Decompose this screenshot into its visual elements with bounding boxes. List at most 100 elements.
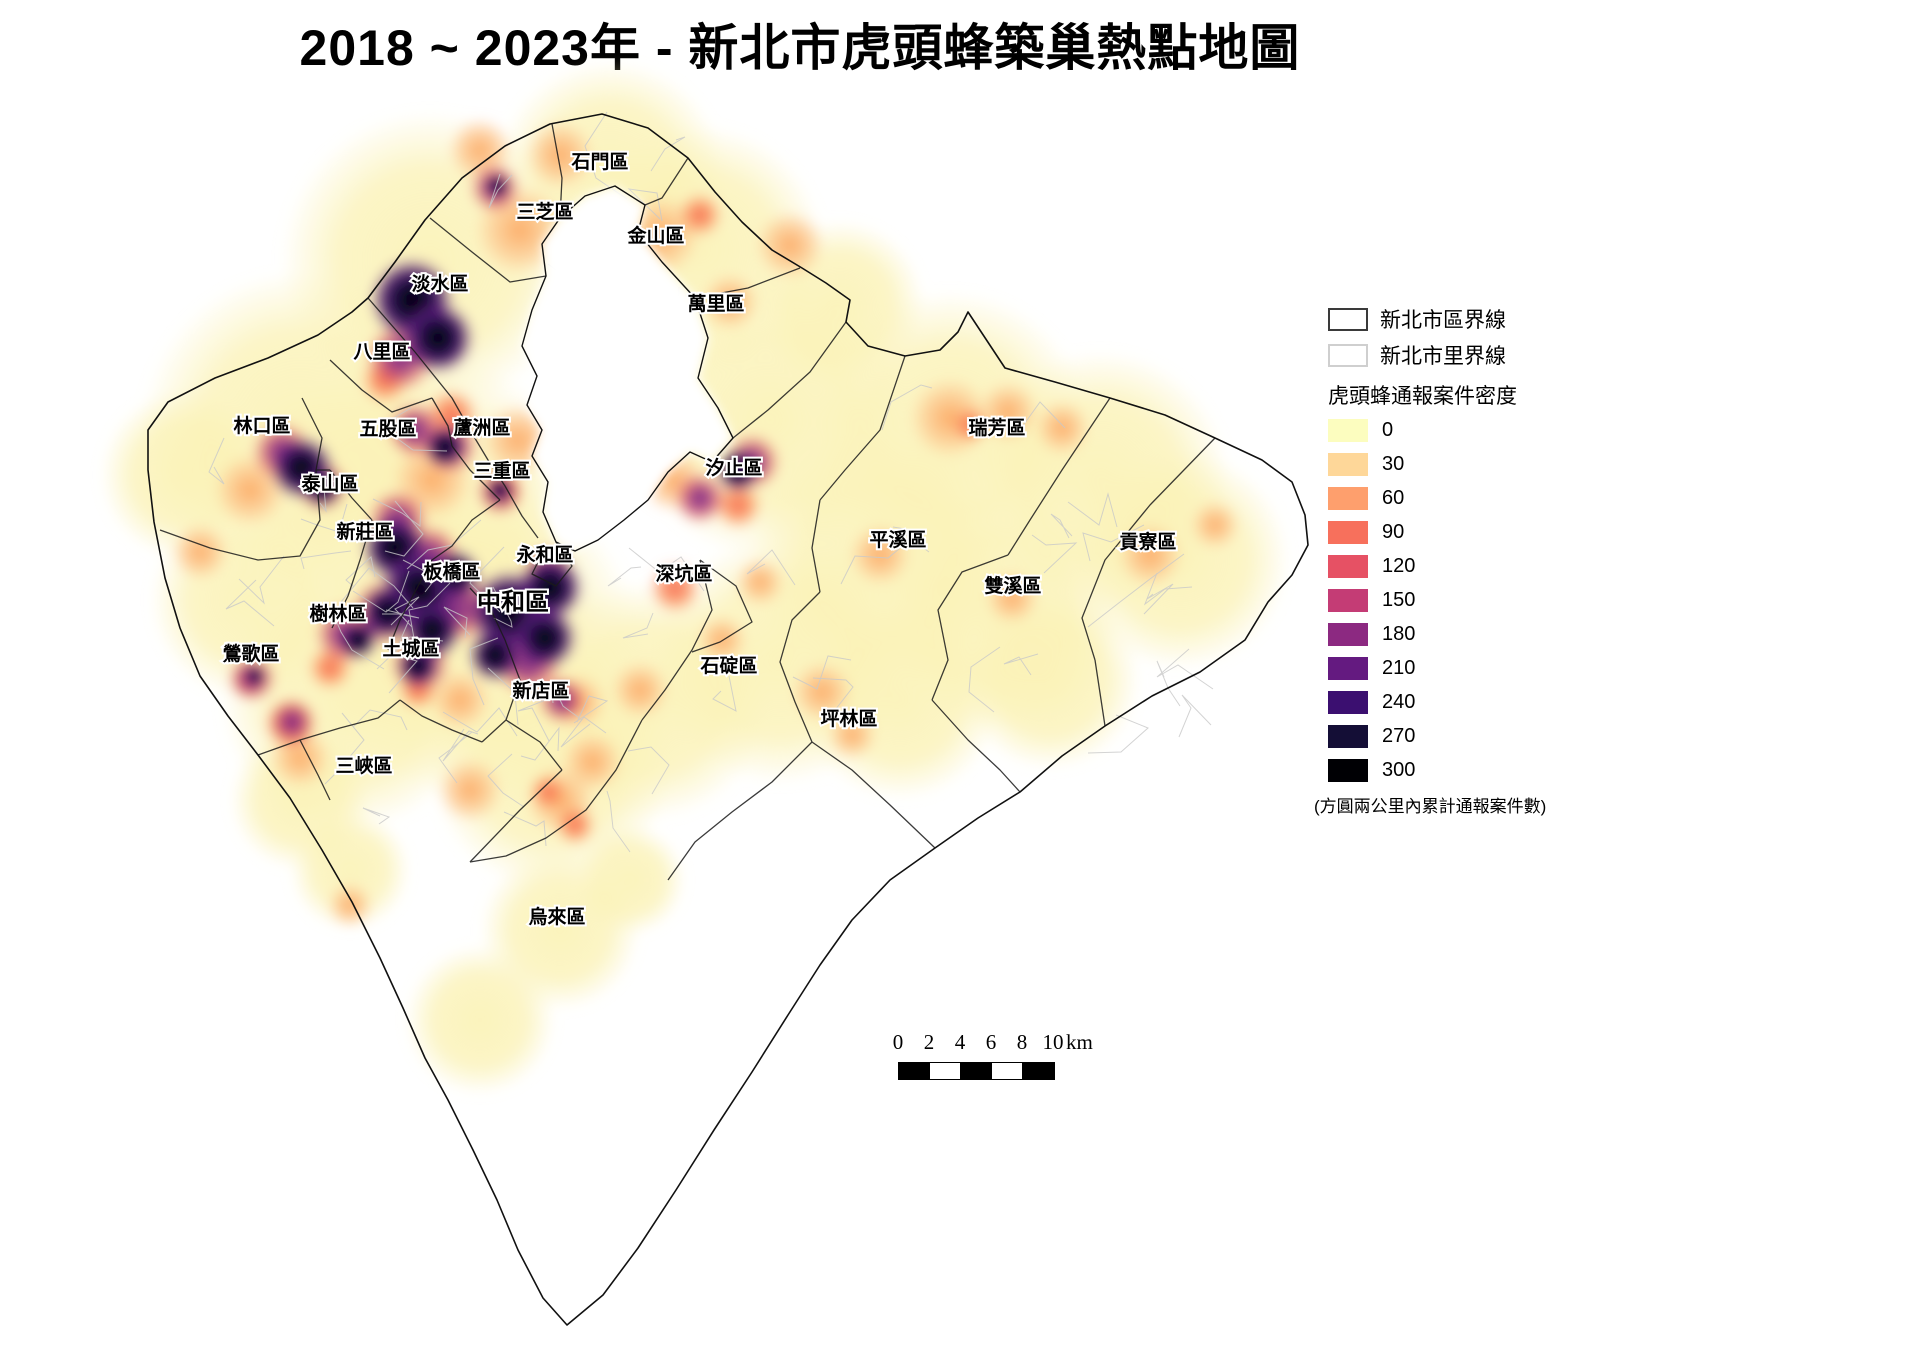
district-label-新店區: 新店區 xyxy=(512,679,569,702)
village-line xyxy=(1050,513,1073,539)
density-value: 240 xyxy=(1382,690,1416,713)
density-scale-row: 60 xyxy=(1328,486,1578,510)
scalebar-tick-10: 10 xyxy=(1042,1030,1064,1054)
heat-blob xyxy=(674,472,726,524)
village-line xyxy=(492,586,513,628)
scalebar-segment-1 xyxy=(930,1063,961,1079)
density-value: 270 xyxy=(1382,724,1416,747)
village-line xyxy=(712,675,737,712)
village-line xyxy=(1143,572,1193,606)
density-scale-row: 0 xyxy=(1328,418,1578,442)
heat-blob xyxy=(513,606,577,670)
district-label-泰山區: 泰山區 xyxy=(300,472,358,495)
village-boundary-lines xyxy=(208,111,1214,853)
heat-blob xyxy=(978,382,1038,442)
density-color-scale: 0 30 60 90 120 150 180 210 240 270 300 xyxy=(1328,418,1578,782)
heat-blob xyxy=(1191,501,1239,549)
heat-blob xyxy=(828,711,876,759)
heat-blob xyxy=(405,945,555,1095)
district-label-永和區: 永和區 xyxy=(515,543,573,566)
village-line xyxy=(606,790,631,853)
district-label-坪林區: 坪林區 xyxy=(820,707,877,730)
heat-blob xyxy=(952,407,988,443)
village-line xyxy=(443,606,471,639)
heat-blob xyxy=(328,883,372,927)
district-label-瑞芳區: 瑞芳區 xyxy=(968,416,1025,439)
density-swatch-90 xyxy=(1328,520,1368,544)
density-swatch-150 xyxy=(1328,588,1368,612)
district-label-貢寮區: 貢寮區 xyxy=(1119,530,1176,553)
heat-blob xyxy=(555,805,595,845)
density-value: 0 xyxy=(1382,418,1394,441)
village-line xyxy=(379,407,448,452)
density-swatch-240 xyxy=(1328,690,1368,714)
density-scale-row: 180 xyxy=(1328,622,1578,646)
density-scale-row: 90 xyxy=(1328,520,1578,544)
density-scale-row: 150 xyxy=(1328,588,1578,612)
village-line xyxy=(300,503,348,533)
village-line xyxy=(840,543,906,585)
district-label-五股區: 五股區 xyxy=(359,418,416,440)
district-label-金山區: 金山區 xyxy=(626,224,684,247)
district-label-板橋區: 板橋區 xyxy=(423,560,480,583)
heat-blob xyxy=(678,193,722,237)
taipei-city-white-area xyxy=(522,186,733,551)
district-label-三芝區: 三芝區 xyxy=(516,200,573,223)
density-value: 180 xyxy=(1382,622,1416,645)
heat-blob xyxy=(526,121,594,189)
village-line xyxy=(1156,660,1181,707)
village-line xyxy=(650,136,686,172)
density-swatch-120 xyxy=(1328,554,1368,578)
district-label-三峽區: 三峽區 xyxy=(335,754,392,777)
village-line xyxy=(324,712,365,785)
legend: 新北市區界線 新北市里界線 虎頭蜂通報案件密度 0 30 60 90 120 150 180… xyxy=(1314,304,1578,817)
village-line xyxy=(892,526,930,553)
village-line xyxy=(1087,714,1149,754)
village-line xyxy=(402,559,447,593)
district-label-石碇區: 石碇區 xyxy=(699,654,757,677)
heat-blob xyxy=(402,600,462,660)
village-line xyxy=(362,807,391,825)
village-line xyxy=(627,746,670,795)
district-label-八里區: 八里區 xyxy=(353,341,410,363)
density-value: 90 xyxy=(1382,520,1405,543)
scalebar-tick-8: 8 xyxy=(1016,1030,1028,1054)
legend-item-district-boundary: 新北市區界線 xyxy=(1328,304,1578,334)
village-line xyxy=(628,547,705,592)
district-label-烏來區: 烏來區 xyxy=(528,905,585,928)
village-line xyxy=(560,716,607,748)
density-scale-row: 240 xyxy=(1328,690,1578,714)
village-line xyxy=(1087,553,1185,628)
heat-blob xyxy=(438,758,502,822)
district-label-新莊區: 新莊區 xyxy=(336,520,393,543)
density-swatch-30 xyxy=(1328,452,1368,476)
district-label-樹林區: 樹林區 xyxy=(309,602,366,625)
heat-blob xyxy=(487,477,513,503)
village-line xyxy=(1156,648,1214,690)
scalebar-segment-2 xyxy=(961,1063,992,1079)
heat-blob xyxy=(538,676,586,724)
village-line xyxy=(622,612,654,639)
heat-blob xyxy=(850,525,910,585)
village-line xyxy=(1003,653,1039,676)
district-label-石門區: 石門區 xyxy=(570,151,628,173)
district-label-中和區: 中和區 xyxy=(477,589,549,616)
village-line xyxy=(1006,401,1066,435)
village-line xyxy=(319,476,348,513)
heat-blob xyxy=(338,620,378,660)
district-boundary-label: 新北市區界線 xyxy=(1380,309,1506,332)
heat-blob xyxy=(244,665,266,687)
heat-blob xyxy=(714,481,762,529)
scalebar-tick-4: 4 xyxy=(954,1030,966,1054)
village-line xyxy=(406,519,482,570)
heat-blob xyxy=(172,524,228,580)
village-line xyxy=(520,726,560,761)
village-line xyxy=(300,550,352,570)
heat-blob xyxy=(1035,401,1089,455)
village-line xyxy=(573,695,609,724)
village-boundary-swatch xyxy=(1328,343,1368,367)
heat-blob xyxy=(960,590,1140,770)
heat-blob xyxy=(575,825,685,935)
district-label-淡水區: 淡水區 xyxy=(411,273,468,295)
